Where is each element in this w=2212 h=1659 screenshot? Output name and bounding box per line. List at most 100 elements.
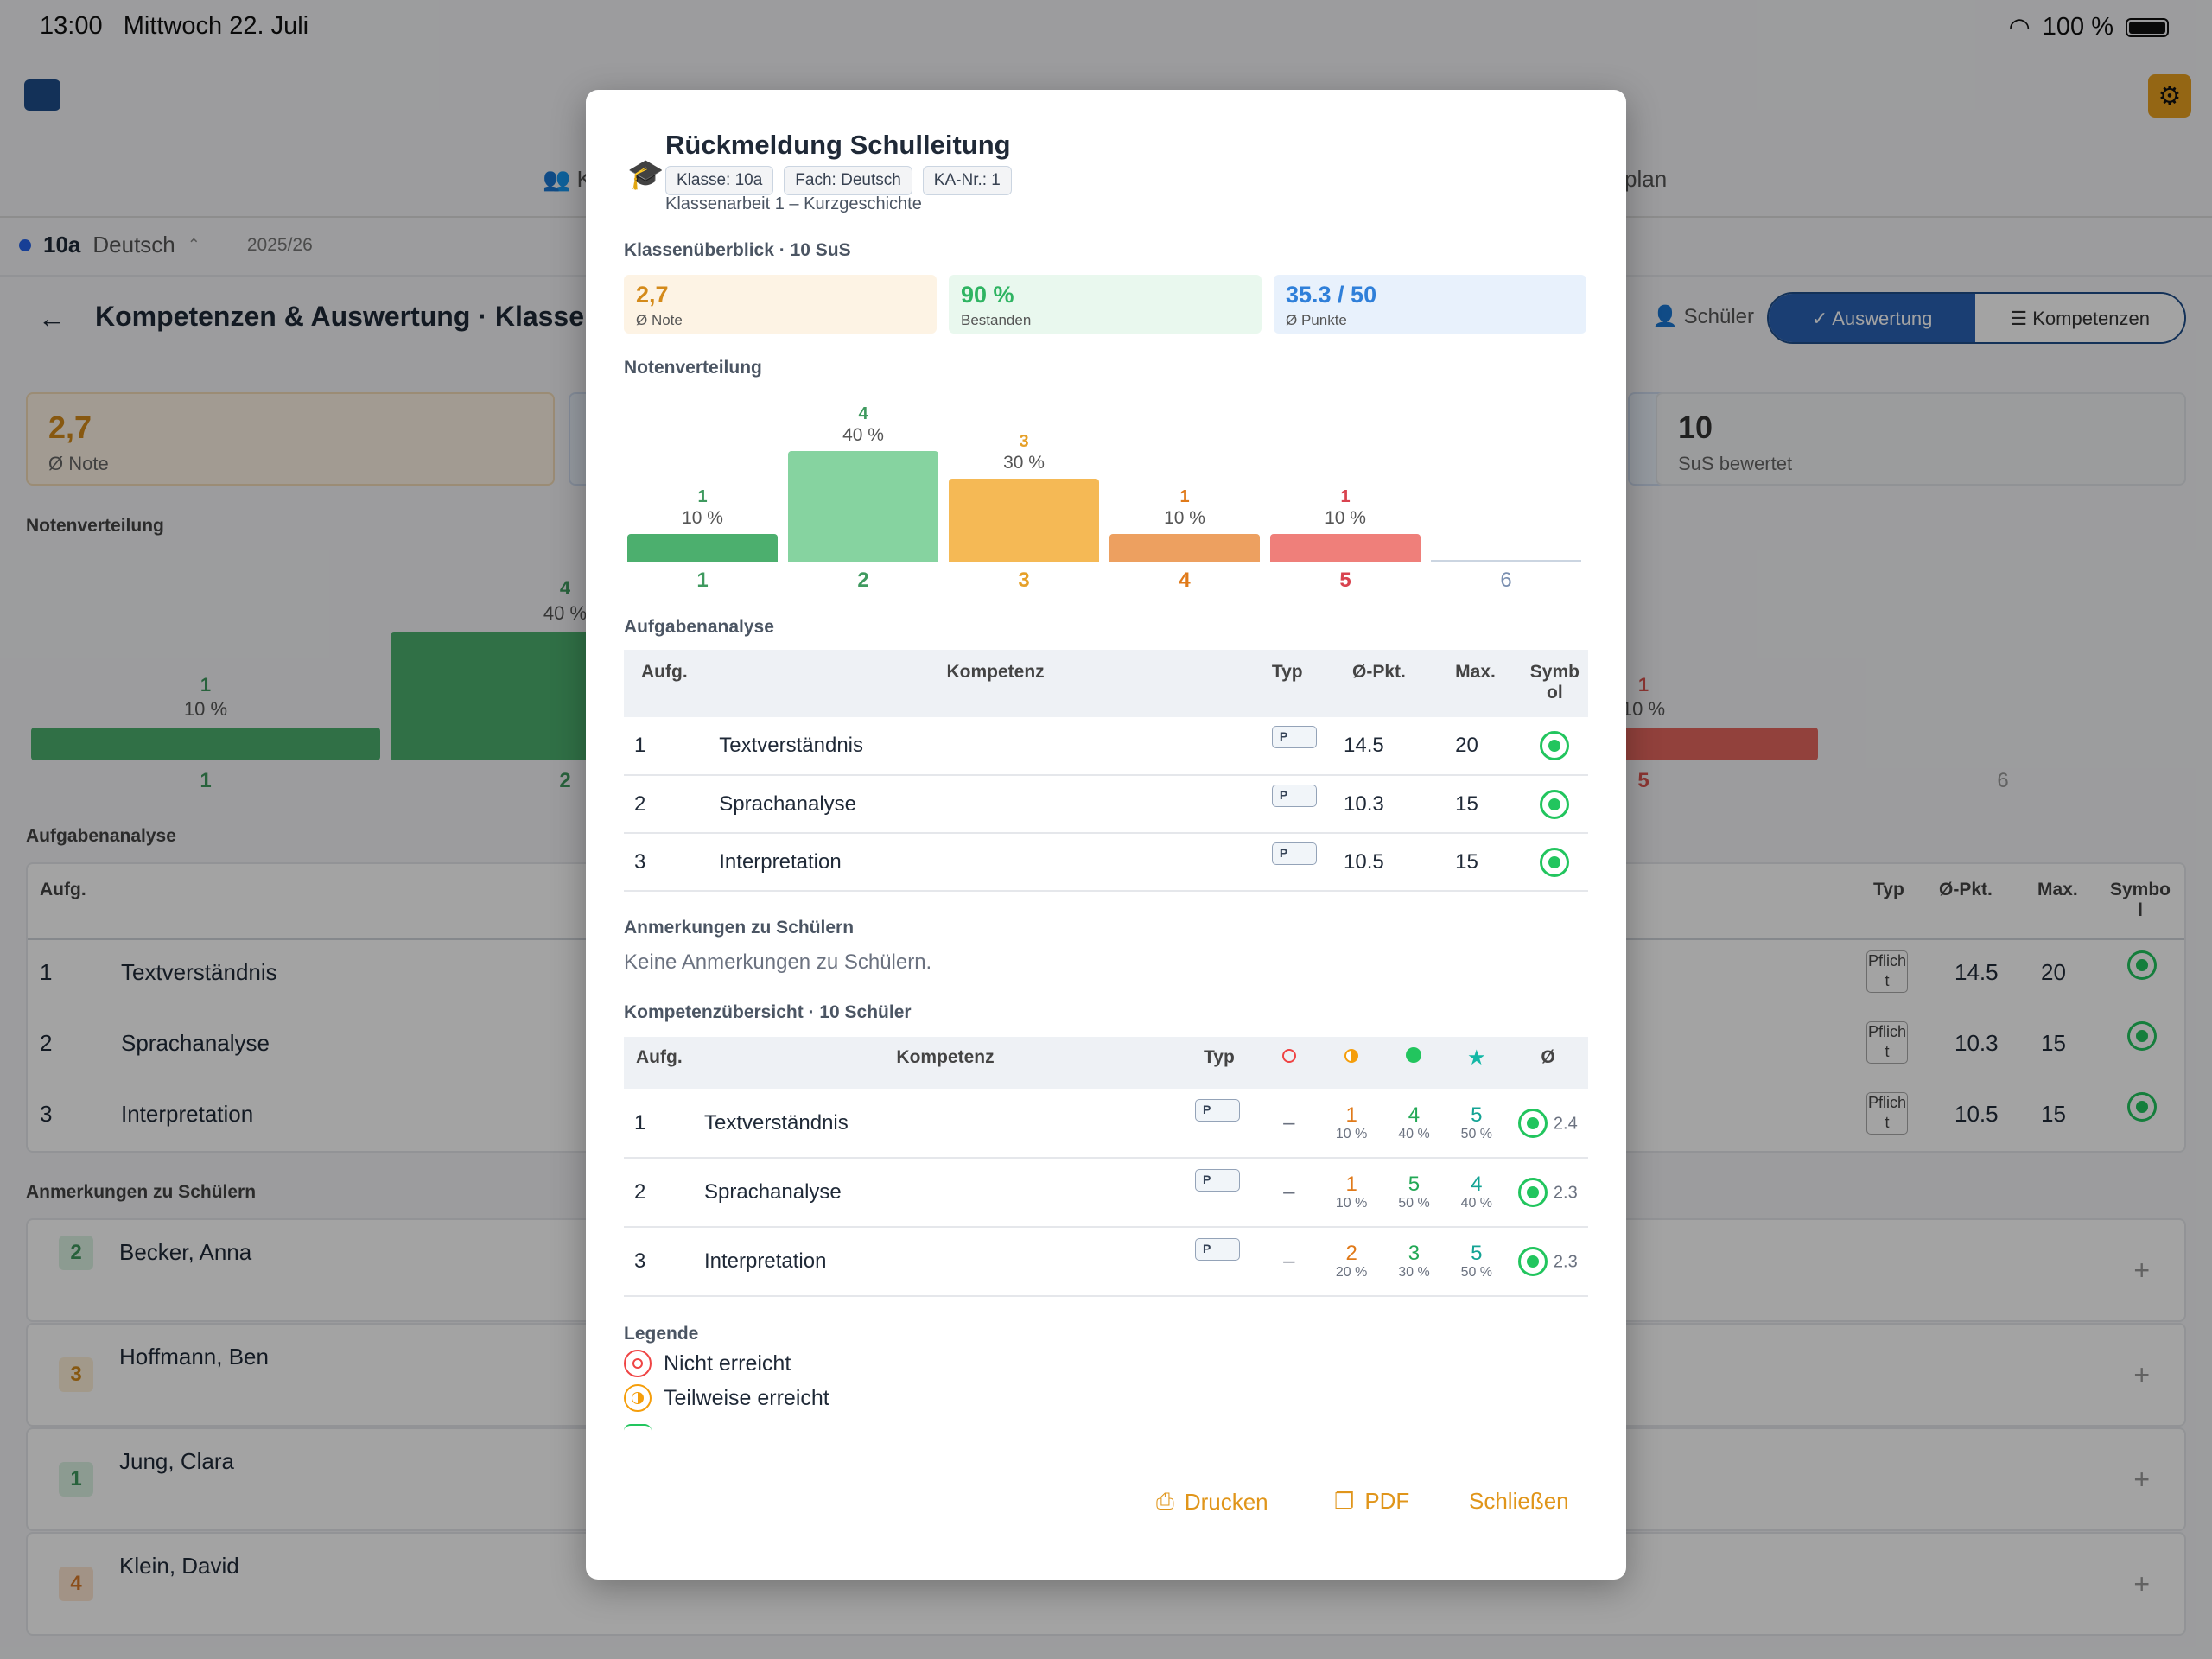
bg-section-tasks: Aufgabenanalyse xyxy=(26,826,176,846)
count-value: 1 xyxy=(1345,1103,1357,1127)
back-arrow-icon[interactable]: ← xyxy=(38,302,66,334)
bg-th-task: Aufg. xyxy=(40,880,86,899)
bg-th-type: Typ xyxy=(1873,880,1904,899)
bar-grade-5 xyxy=(1270,534,1421,562)
close-label: Schließen xyxy=(1469,1488,1569,1514)
bar-pct-label: 30 % xyxy=(1003,453,1045,473)
bar-pct-label: 40 % xyxy=(842,425,884,445)
plus-icon[interactable]: + xyxy=(2133,1255,2150,1286)
kpi-passed: 90 % Bestanden xyxy=(949,275,1262,334)
bg-th-max: Max. xyxy=(2037,880,2078,899)
context-selector[interactable]: 10a Deutsch ⌃ 2025/26 xyxy=(19,232,313,258)
bar-grade-2 xyxy=(788,451,938,562)
bg-bar-xlabel: 1 xyxy=(200,769,212,792)
achieved-icon xyxy=(1518,1108,1548,1138)
table-row: 3 Interpretation P 10.5 15 xyxy=(624,833,1588,892)
segment-auswertung-label: Auswertung xyxy=(1832,308,1933,329)
modal-chips: Klasse: 10a Fach: Deutsch KA-Nr.: 1 xyxy=(665,166,1012,195)
count-achieved: 5 50 % xyxy=(1382,1158,1446,1228)
achieved-icon xyxy=(1540,847,1570,877)
print-button[interactable]: ⎙ Drucken xyxy=(1156,1488,1268,1516)
competence-table: Aufg. Kompetenz Typ ★ Ø 1 Textverständni… xyxy=(624,1037,1588,1297)
grade-distribution-chart: 1 10 % 1 4 40 % 2 3 30 % 3 1 10 % 4 1 10 % 5 6 xyxy=(624,392,1588,686)
count-value: 1 xyxy=(1345,1173,1357,1196)
students-button[interactable]: 👤 Schüler xyxy=(1652,304,1754,329)
count-pct: 40 % xyxy=(1460,1196,1493,1211)
type-badge: P xyxy=(1195,1099,1240,1122)
student-name: Hoffmann, Ben xyxy=(119,1344,269,1370)
type-badge: Pflicht xyxy=(1866,1092,1908,1135)
task-table-header: Aufg. Kompetenz Typ Ø-Pkt. Max. Symbol xyxy=(624,650,1588,717)
count-pct: 30 % xyxy=(1398,1265,1430,1281)
task-max: 15 xyxy=(1441,833,1522,892)
kpi-passed-value: 90 % xyxy=(961,282,1014,308)
close-button[interactable]: Schließen xyxy=(1469,1488,1569,1515)
modal-title: Rückmeldung Schulleitung xyxy=(665,130,1011,160)
page-title: Kompetenzen & Auswertung · Klassen xyxy=(95,301,601,332)
count-achieved: 3 30 % xyxy=(1382,1227,1446,1297)
count-pct: 50 % xyxy=(1460,1126,1493,1141)
student-row[interactable]: 4 Klein, David + xyxy=(26,1532,2186,1636)
star-icon: ★ xyxy=(1445,1037,1508,1089)
card-avg-grade-label: Ø Note xyxy=(48,453,109,474)
bg-section-notes: Anmerkungen zu Schülern xyxy=(26,1182,257,1202)
segment-kompetenzen[interactable]: ☰ Kompetenzen xyxy=(1975,294,2184,342)
count-value: 5 xyxy=(1471,1103,1483,1127)
x-tick-label: 1 xyxy=(696,569,709,592)
task-max: 20 xyxy=(1441,717,1522,776)
legend-not-achieved: Nicht erreicht xyxy=(624,1350,791,1377)
student-name: Jung, Clara xyxy=(119,1448,234,1474)
kpi-avg-grade-label: Ø Note xyxy=(636,312,683,328)
bar-grade-1 xyxy=(627,534,778,562)
count-value: 2 xyxy=(1345,1242,1357,1265)
nav-tab-right[interactable]: plan xyxy=(1624,166,1668,192)
row-max: 15 xyxy=(2041,1101,2066,1127)
row-name: Interpretation xyxy=(121,1101,254,1127)
gear-icon[interactable]: ⚙ xyxy=(2148,74,2191,118)
card-avg-grade-value: 2,7 xyxy=(48,410,92,445)
task-avg: 10.5 xyxy=(1338,833,1442,892)
context-class: 10a xyxy=(43,232,81,257)
bg-bar-xlabel: 2 xyxy=(559,769,571,792)
battery-icon xyxy=(2126,17,2169,37)
task-avg: 10.3 xyxy=(1338,775,1442,834)
type-badge: Pflicht xyxy=(1866,950,1908,993)
task-competence: Textverständnis xyxy=(719,717,1272,776)
card-students-label: SuS bewertet xyxy=(1678,453,1793,474)
plus-icon[interactable]: + xyxy=(2133,1568,2150,1599)
chip-exam-number: KA-Nr.: 1 xyxy=(922,166,1012,195)
type-badge: P xyxy=(1271,785,1317,807)
count-achieved: 4 40 % xyxy=(1382,1089,1446,1159)
comp-avg: 2.3 xyxy=(1553,1183,1578,1203)
type-badge: P xyxy=(1195,1169,1240,1192)
bar-count-label: 1 xyxy=(1179,487,1190,506)
th-max: Max. xyxy=(1441,650,1522,717)
count-not-achieved: – xyxy=(1257,1227,1320,1297)
task-num: 1 xyxy=(624,717,720,776)
count-pct: 10 % xyxy=(1335,1126,1368,1141)
partial-header-icon xyxy=(1319,1037,1383,1089)
type-badge: P xyxy=(1271,726,1317,748)
count-pct: 50 % xyxy=(1460,1265,1493,1281)
th-task: Aufg. xyxy=(624,650,720,717)
plus-icon[interactable]: + xyxy=(2133,1359,2150,1390)
notes-empty-text: Keine Anmerkungen zu Schülern. xyxy=(624,950,932,974)
status-time: 13:00 xyxy=(40,12,103,40)
bg-bar-pct: 10 % xyxy=(1621,698,1666,720)
segment-auswertung[interactable]: ✓ Auswertung xyxy=(1768,294,1976,342)
achieved-icon xyxy=(2127,950,2157,980)
not-achieved-icon xyxy=(624,1350,652,1377)
x-tick-label: 6 xyxy=(1500,569,1512,592)
printer-icon: ⎙ xyxy=(1156,1488,1174,1514)
plus-icon[interactable]: + xyxy=(2133,1464,2150,1495)
pdf-button[interactable]: ❐ PDF xyxy=(1334,1488,1409,1515)
card-avg-grade: 2,7 Ø Note xyxy=(26,392,555,486)
context-year: 2025/26 xyxy=(246,234,313,255)
row-num: 2 xyxy=(40,1030,53,1056)
bg-bar-xlabel: 6 xyxy=(1997,769,2009,792)
count-value: 5 xyxy=(1471,1242,1483,1265)
bar-count-label: 1 xyxy=(697,487,708,506)
app-menu-icon[interactable] xyxy=(24,79,60,111)
legend-label: Nicht erreicht xyxy=(664,1351,791,1376)
notes-title: Anmerkungen zu Schülern xyxy=(624,918,855,938)
